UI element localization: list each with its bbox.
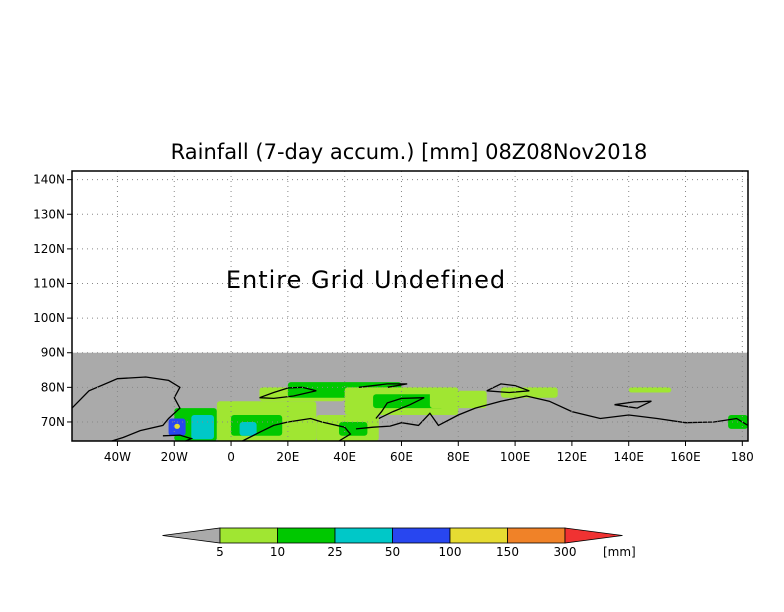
lat-tick-label: 120N	[33, 242, 65, 256]
colorbar-label: 150	[496, 545, 519, 559]
lon-tick-label: 180	[731, 450, 754, 464]
lon-tick-label: 60E	[390, 450, 413, 464]
latitude-labels: 140N 130N 120N 110N 100N 90N 80N 70N	[33, 173, 65, 429]
map-title: Rainfall (7-day accum.) [mm] 08Z08Nov201…	[171, 140, 648, 164]
lat-tick-label: 140N	[33, 173, 65, 187]
rain-patch	[373, 394, 445, 409]
gridlines	[67, 171, 748, 446]
coastline	[355, 395, 749, 430]
colorbar-high-triangle	[564, 527, 623, 544]
coastline	[375, 397, 425, 420]
lon-tick-label: 120E	[557, 450, 588, 464]
coastline	[162, 434, 194, 442]
rain-patch	[500, 387, 558, 398]
coastline	[486, 383, 530, 394]
colorbar-box	[219, 527, 278, 544]
lat-tick-label: 110N	[33, 277, 65, 291]
coastline	[242, 417, 352, 442]
rain-patch	[174, 423, 180, 429]
colorbar-box	[449, 527, 508, 544]
colorbar-box	[507, 527, 566, 544]
plot-frame	[71, 170, 749, 442]
colorbar-label: 10	[270, 545, 285, 559]
lon-tick-label: 100E	[500, 450, 531, 464]
undefined-grid-message: Entire Grid Undefined	[226, 266, 506, 294]
colorbar-label: 50	[385, 545, 400, 559]
rain-patch	[338, 421, 368, 436]
colorbar-low-triangle	[162, 527, 221, 544]
rainfall-field	[168, 382, 748, 441]
colorbar-unit: [mm]	[603, 545, 636, 559]
rain-patch	[429, 390, 487, 409]
lat-tick-label: 90N	[41, 346, 65, 360]
lon-tick-label: 40E	[333, 450, 356, 464]
colorbar-label: 300	[554, 545, 577, 559]
coastline	[614, 400, 652, 409]
colorbar-label: 100	[439, 545, 462, 559]
colorbar-label: 25	[327, 545, 342, 559]
colorbar-box	[392, 527, 451, 544]
colorbar-box	[277, 527, 336, 544]
rain-patch	[628, 387, 672, 393]
rain-patch	[191, 415, 215, 440]
lon-tick-label: 20W	[161, 450, 188, 464]
colorbar-box	[334, 527, 393, 544]
lon-tick-label: 20E	[276, 450, 299, 464]
lon-tick-label: 80E	[447, 450, 470, 464]
lon-tick-label: 40W	[104, 450, 131, 464]
colorbar: 5 10 25 50 100 150 300	[162, 527, 623, 559]
lat-tick-label: 80N	[41, 380, 65, 394]
colorbar-label: 5	[216, 545, 224, 559]
coastlines	[71, 376, 749, 442]
coastline	[259, 386, 317, 400]
longitude-labels: 40W 20W 0 20E 40E 60E 80E 100E 120E 140E 160E 180	[104, 450, 754, 464]
lon-tick-label: 0	[227, 450, 235, 464]
lat-tick-label: 100N	[33, 311, 65, 325]
lat-tick-label: 130N	[33, 207, 65, 221]
lon-tick-label: 140E	[613, 450, 644, 464]
lat-tick-label: 70N	[41, 415, 65, 429]
coastline	[358, 383, 408, 388]
lon-tick-label: 160E	[670, 450, 701, 464]
rain-patch	[728, 415, 748, 429]
rain-patch	[239, 421, 257, 436]
coastline	[71, 376, 181, 442]
